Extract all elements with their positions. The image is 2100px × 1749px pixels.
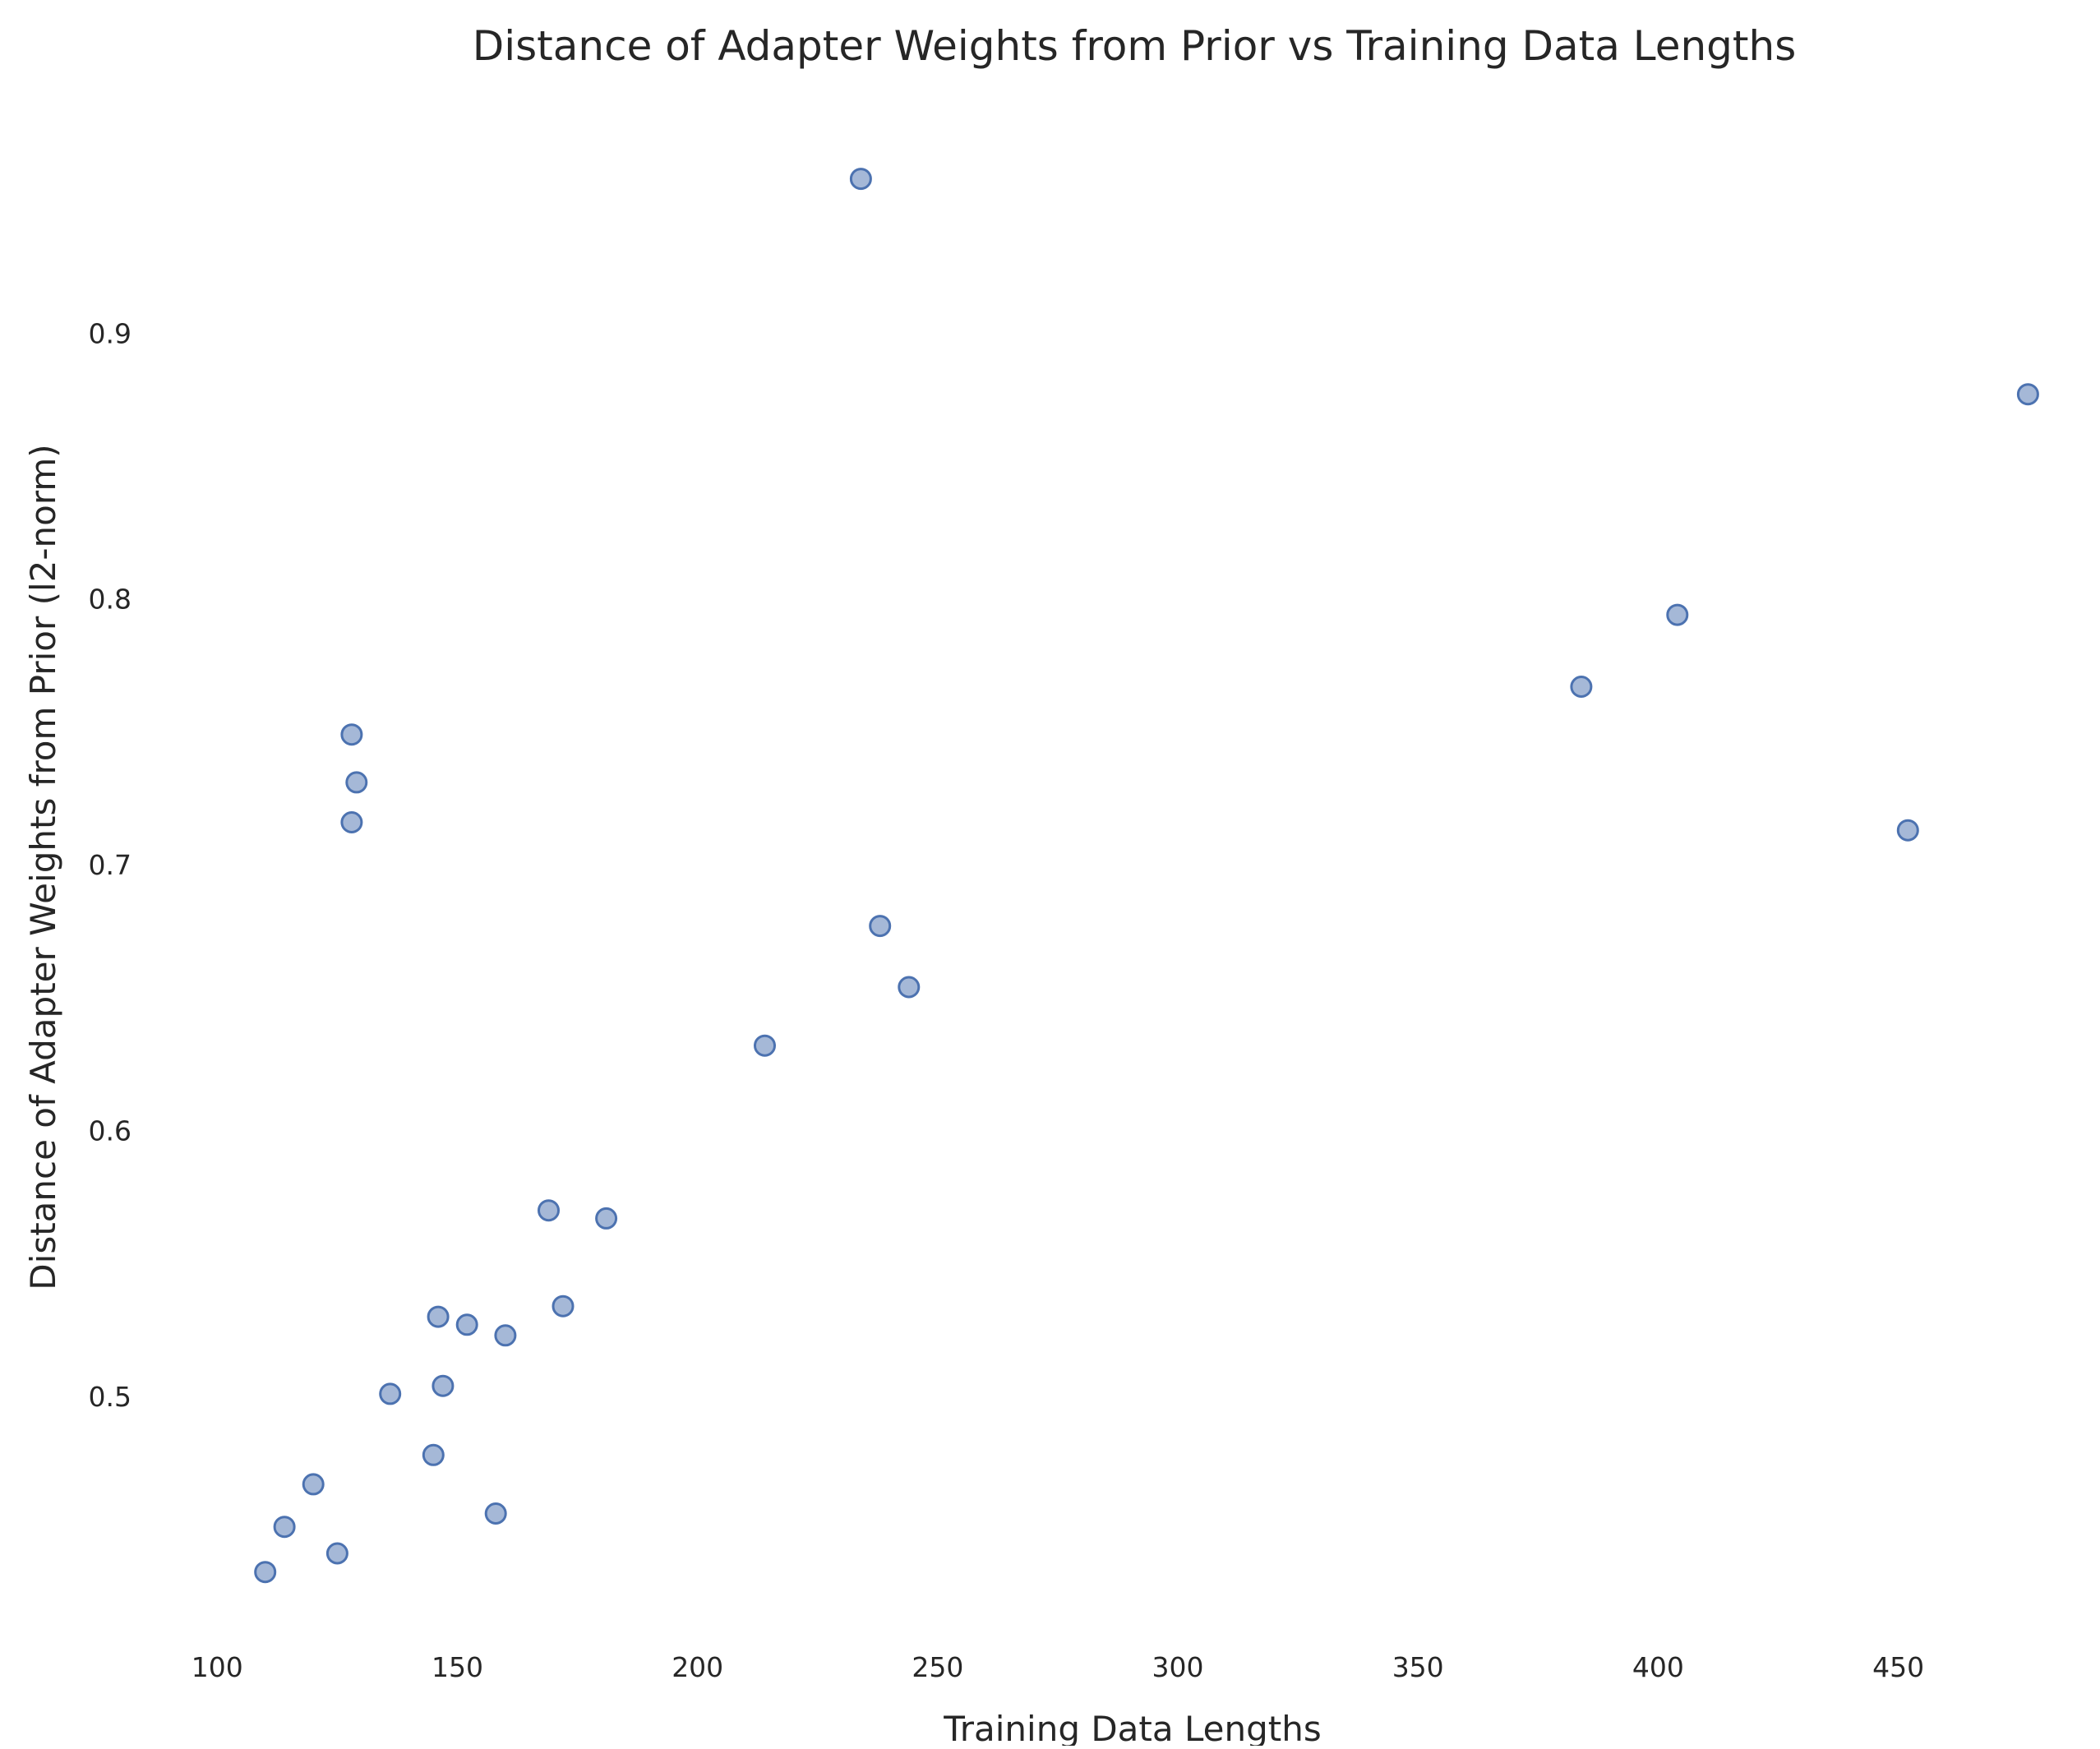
data-point — [340, 723, 363, 746]
y-axis-label: Distance of Adapter Weights from Prior (… — [23, 444, 63, 1290]
x-tick-label: 200 — [672, 1651, 723, 1683]
data-point — [484, 1502, 507, 1525]
data-point — [1666, 603, 1689, 626]
data-point — [849, 168, 872, 191]
data-point — [1570, 676, 1593, 698]
y-tick-label: 0.8 — [89, 584, 132, 616]
y-tick-label: 0.5 — [89, 1381, 132, 1413]
data-point — [273, 1516, 296, 1539]
data-point — [345, 771, 368, 794]
x-tick-label: 100 — [192, 1651, 243, 1683]
data-point — [379, 1382, 402, 1405]
data-point — [494, 1324, 517, 1347]
data-point — [455, 1313, 478, 1336]
data-point — [427, 1305, 450, 1328]
y-tick-label: 0.9 — [89, 317, 132, 349]
y-tick-label: 0.6 — [89, 1115, 132, 1147]
x-axis-ticks: 100 150 200 250 300 350 400 450 — [192, 1651, 1924, 1683]
x-tick-label: 450 — [1872, 1651, 1924, 1683]
chart-title: Distance of Adapter Weights from Prior v… — [473, 22, 1797, 70]
data-point — [552, 1294, 575, 1318]
plot-area — [254, 168, 2039, 1584]
x-tick-label: 300 — [1152, 1651, 1204, 1683]
data-point — [869, 915, 892, 938]
data-point — [595, 1207, 618, 1230]
y-axis-ticks: 0.5 0.6 0.7 0.8 0.9 — [89, 317, 132, 1413]
data-point — [254, 1561, 277, 1584]
x-tick-label: 400 — [1632, 1651, 1684, 1683]
y-tick-label: 0.7 — [89, 849, 132, 881]
data-point — [538, 1199, 560, 1222]
data-point — [432, 1374, 455, 1397]
data-point — [754, 1034, 776, 1057]
x-axis-label: Training Data Lengths — [943, 1709, 1321, 1746]
data-point — [422, 1443, 445, 1466]
data-point — [2016, 383, 2039, 406]
x-tick-label: 150 — [432, 1651, 483, 1683]
x-tick-label: 250 — [912, 1651, 963, 1683]
data-point — [1896, 819, 1919, 842]
data-point — [340, 811, 363, 833]
data-point — [325, 1542, 348, 1565]
data-point — [898, 976, 921, 999]
x-tick-label: 350 — [1392, 1651, 1444, 1683]
data-point — [302, 1473, 325, 1496]
